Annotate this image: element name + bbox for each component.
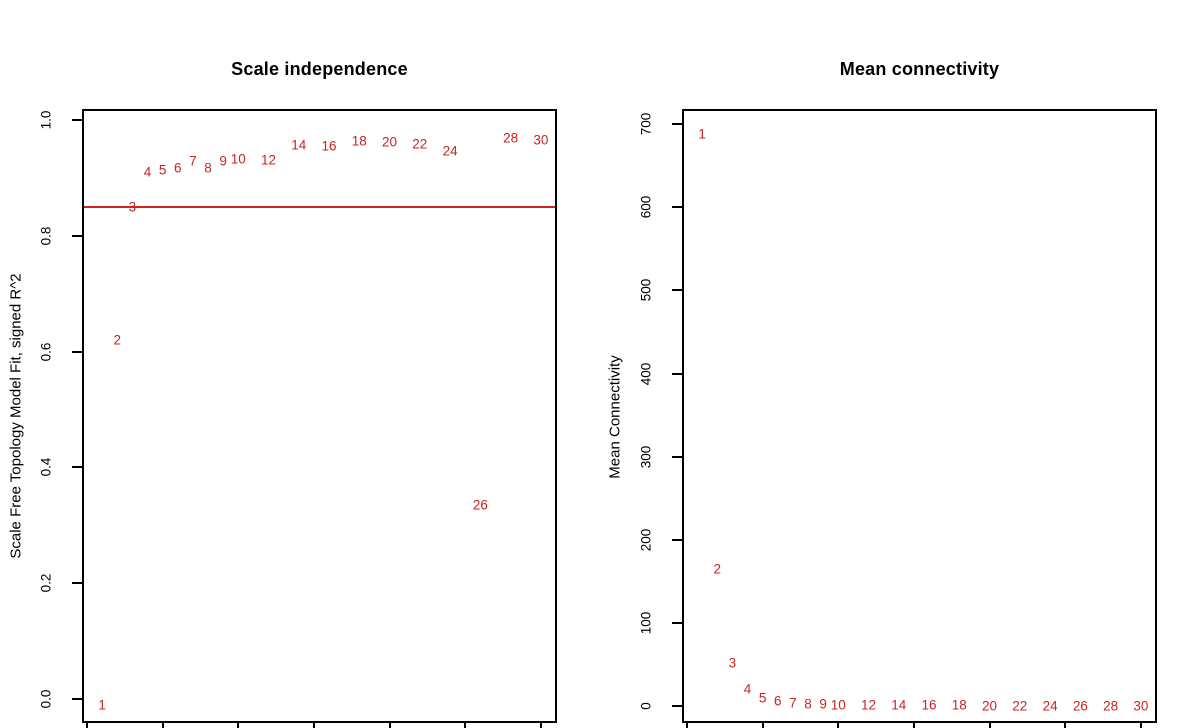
data-point-power-26: 26	[1072, 698, 1088, 714]
x-axis-tick	[161, 723, 164, 728]
y-axis-tick	[672, 455, 682, 458]
data-point-power-28: 28	[1103, 698, 1119, 714]
y-axis-tick-label: 500	[638, 279, 654, 302]
data-point-power-5: 5	[758, 690, 767, 706]
y-axis-tick-label: 0.6	[38, 342, 54, 362]
data-point-power-14: 14	[291, 137, 307, 153]
y-axis-tick-label: 0	[638, 702, 654, 710]
data-point-power-28: 28	[503, 130, 519, 146]
y-axis-tick	[672, 372, 682, 375]
data-point-power-22: 22	[1012, 698, 1028, 714]
data-point-power-12: 12	[261, 152, 277, 168]
y-axis-tick	[72, 350, 82, 353]
panel-title-mean-connectivity: Mean connectivity	[839, 59, 1000, 79]
y-axis-tick-label: 0.8	[38, 226, 54, 246]
y-axis-tick	[672, 206, 682, 209]
y-axis-tick	[72, 234, 82, 237]
y-axis-title-mean-connectivity: Mean Connectivity	[606, 355, 624, 479]
y-axis-tick-label: 400	[638, 362, 654, 385]
data-point-power-2: 2	[713, 561, 722, 577]
y-axis-tick-label: 0.4	[38, 458, 54, 477]
panel-title-scale-independence: Scale independence	[231, 59, 408, 79]
plot-area-mean-connectivity: 0 100 200 300 400 500 600 700 1 2 3 4 5 6 7 8 9 10 12 14 16 1…	[639, 109, 1157, 728]
data-point-power-8: 8	[204, 160, 212, 176]
data-point-power-20: 20	[382, 134, 398, 150]
data-point-power-24: 24	[1042, 698, 1058, 714]
y-axis-tick	[672, 123, 682, 126]
data-point-power-30: 30	[1133, 698, 1149, 714]
data-point-power-26: 26	[472, 497, 488, 512]
y-axis-tick	[672, 704, 682, 707]
x-axis-tick	[86, 723, 89, 728]
data-point-power-6: 6	[174, 160, 182, 176]
data-point-power-22: 22	[412, 136, 428, 152]
x-axis-tick	[1064, 723, 1067, 728]
x-axis-tick	[388, 723, 391, 728]
data-point-power-9: 9	[819, 696, 827, 712]
data-point-power-1: 1	[698, 126, 706, 142]
r2-cutoff-line	[84, 206, 555, 209]
y-axis-tick	[72, 119, 82, 122]
data-point-power-4: 4	[143, 164, 152, 180]
x-axis-tick	[312, 723, 315, 728]
y-axis-tick	[672, 621, 682, 624]
data-point-power-6: 6	[774, 693, 782, 709]
data-point-power-18: 18	[951, 697, 967, 713]
y-axis-tick	[72, 582, 82, 585]
data-point-power-12: 12	[861, 697, 877, 713]
data-point-power-10: 10	[230, 151, 246, 167]
y-axis-tick-label: 700	[638, 113, 654, 136]
data-point-power-18: 18	[351, 133, 367, 149]
data-point-power-7: 7	[789, 695, 797, 711]
plot-area-scale-independence: 0.0 0.2 0.4 0.6 0.8 1.0 1 2 3 4 5 6 7 8 9 10 12 14 16 18 20 2…	[39, 109, 557, 728]
data-point-power-24: 24	[442, 143, 458, 159]
x-axis-tick	[761, 723, 764, 728]
data-point-power-30: 30	[533, 132, 549, 148]
x-axis-tick	[1139, 723, 1142, 728]
data-point-power-16: 16	[321, 138, 337, 154]
y-axis-tick	[672, 289, 682, 292]
y-axis-tick	[72, 466, 82, 469]
data-point-power-16: 16	[921, 697, 937, 713]
data-point-power-9: 9	[219, 153, 227, 169]
y-axis-tick-label: 100	[638, 611, 654, 635]
data-point-power-7: 7	[189, 153, 197, 169]
y-axis-tick-label: 0.2	[38, 573, 54, 593]
x-axis-tick	[237, 723, 240, 728]
data-point-power-20: 20	[982, 698, 998, 714]
x-axis-tick	[988, 723, 991, 728]
y-axis-tick	[72, 697, 82, 700]
x-axis-tick	[837, 723, 840, 728]
y-axis-tick-label: 300	[638, 445, 654, 468]
x-axis-tick	[912, 723, 915, 728]
y-axis-tick	[672, 538, 682, 541]
data-point-power-14: 14	[891, 697, 907, 713]
data-point-power-4: 4	[743, 681, 752, 697]
data-point-power-1: 1	[98, 697, 106, 713]
data-point-power-2: 2	[113, 332, 122, 348]
data-point-power-3: 3	[728, 655, 737, 671]
x-axis-tick	[464, 723, 467, 728]
y-axis-title-scale-free-fit: Scale Free Topology Model Fit, signed R^…	[7, 273, 25, 559]
data-point-power-5: 5	[158, 162, 167, 178]
y-axis-tick-label: 600	[638, 196, 654, 219]
y-axis-tick-label: 0.0	[38, 689, 54, 709]
y-axis-tick-label: 200	[638, 528, 654, 551]
data-point-power-10: 10	[830, 697, 846, 713]
x-axis-tick	[686, 723, 689, 728]
data-point-power-8: 8	[804, 696, 812, 712]
data-point-power-3: 3	[128, 199, 137, 215]
x-axis-tick	[539, 723, 542, 728]
y-axis-tick-label: 1.0	[38, 110, 54, 130]
